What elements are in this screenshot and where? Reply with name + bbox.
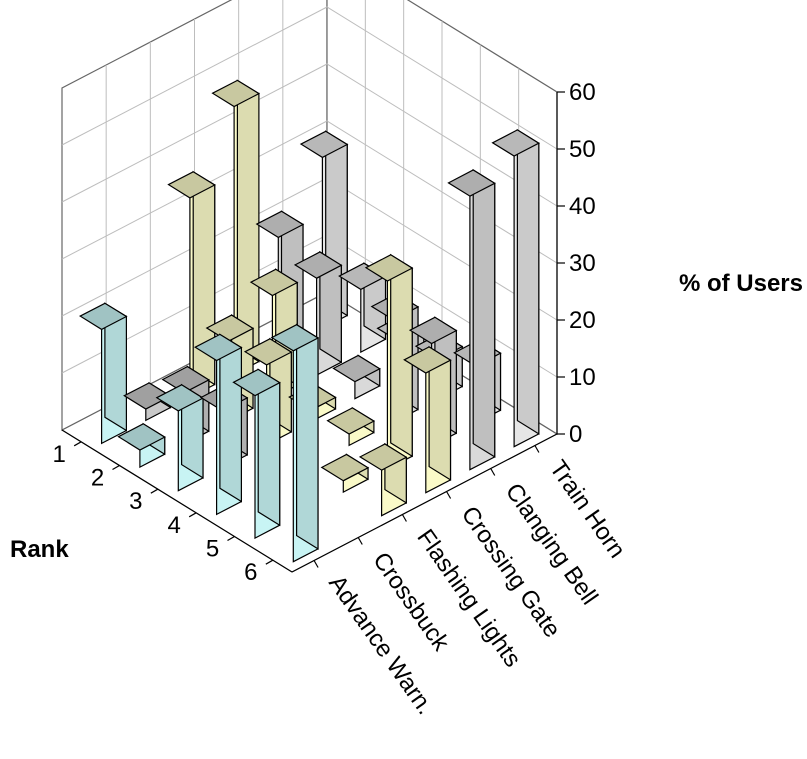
- bar-rank-6-flashing-lights: [358, 442, 408, 517]
- category-tick: [357, 537, 363, 545]
- rank-tick: [73, 441, 82, 447]
- bar-top-face: [155, 384, 205, 412]
- category-tick: [534, 445, 540, 453]
- bar-rank-6-train-horn: [491, 128, 541, 448]
- bar-top-face: [270, 324, 320, 352]
- rank-tick-label: 3: [129, 488, 142, 515]
- bar-top-face: [447, 169, 496, 197]
- z-tick-label: 50: [569, 136, 596, 163]
- bar-rank-5-flashing-lights: [320, 453, 370, 494]
- bar-top-face: [358, 443, 408, 471]
- bar-top-face: [299, 130, 349, 159]
- bar-rank-2-train-horn: [338, 262, 387, 354]
- z-tick-label: 60: [569, 79, 596, 106]
- bar-top-face: [403, 346, 452, 374]
- bar-rank-5-advance-warn: [232, 368, 281, 540]
- bar-rank-3-advance-warn: [155, 383, 205, 492]
- bar-top-face: [211, 79, 261, 108]
- bar-top-face: [491, 129, 541, 157]
- z-tick-label: 30: [569, 250, 596, 277]
- rank-tick: [227, 535, 235, 542]
- z-tick-label: 20: [569, 307, 596, 334]
- bar-rank-6-crossing-gate: [403, 345, 452, 494]
- rank-tick-label: 1: [52, 441, 65, 468]
- category-tick: [446, 491, 452, 499]
- bar-side-face: [219, 333, 242, 503]
- bar-top-face: [243, 338, 293, 366]
- bar-rank-2-advance-warn: [117, 422, 166, 469]
- bar-side-face: [516, 128, 540, 435]
- z-axis-title: % of Users: [679, 270, 803, 297]
- bar-top-face: [332, 354, 381, 383]
- category-axis-line: [291, 433, 558, 573]
- z-tick-label: 0: [569, 421, 582, 448]
- rank-tick: [188, 512, 197, 518]
- bar-top-face: [408, 316, 458, 345]
- rank-tick: [150, 488, 159, 494]
- bar-rank-6-clanging-bell: [447, 168, 496, 471]
- bar-side-face: [236, 79, 260, 363]
- bar-top-face: [232, 368, 281, 397]
- rank-tick: [265, 559, 274, 565]
- z-tick-label: 40: [569, 193, 596, 220]
- rank-tick: [112, 464, 120, 471]
- bar-rank-1-crossing-gate: [211, 79, 261, 376]
- rank-tick-label: 5: [206, 536, 219, 563]
- bar-rank-4-advance-warn: [193, 333, 243, 516]
- bar-side-face: [472, 168, 496, 458]
- rank-axis-title: Rank: [10, 536, 69, 563]
- bar-top-face: [167, 171, 216, 199]
- bar-side-face: [296, 323, 319, 550]
- rank-tick-label: 4: [167, 512, 180, 539]
- bar-top-face: [364, 254, 414, 282]
- bar-rank-6-advance-warn: [270, 323, 320, 563]
- z-tick-label: 10: [569, 364, 596, 391]
- bar-rank-4-crossing-gate: [326, 406, 376, 447]
- category-tick: [490, 468, 496, 476]
- bar-rank-1-advance-warn: [78, 302, 128, 445]
- bar-rank-2-clanging-bell: [293, 250, 343, 377]
- chart-bars: [78, 79, 541, 563]
- bar-top-face: [161, 365, 211, 394]
- bar-top-face: [326, 407, 376, 435]
- rank-tick-label: 6: [244, 559, 257, 586]
- bar-top-face: [78, 302, 128, 331]
- bar-top-face: [255, 210, 305, 239]
- bar-rank-3-clanging-bell: [332, 354, 381, 400]
- bar-side-face: [390, 253, 413, 458]
- rank-axis-line: [61, 429, 293, 573]
- bar-top-face: [193, 333, 243, 362]
- bar-top-face: [249, 268, 299, 297]
- bar-top-face: [117, 423, 166, 451]
- bar-top-face: [320, 453, 370, 482]
- category-tick: [313, 560, 319, 568]
- category-tick: [401, 514, 407, 522]
- bar-top-face: [293, 251, 343, 279]
- rank-tick-label: 2: [91, 465, 104, 492]
